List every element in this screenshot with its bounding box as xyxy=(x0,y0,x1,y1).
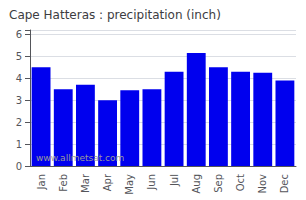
svg-text:Oct: Oct xyxy=(235,174,246,191)
svg-text:Jul: Jul xyxy=(169,174,180,187)
svg-text:Cape Hatteras : precipitation: Cape Hatteras : precipitation (inch) xyxy=(9,8,221,22)
svg-text:Dec: Dec xyxy=(279,174,290,193)
svg-text:6: 6 xyxy=(16,29,22,40)
svg-text:4: 4 xyxy=(16,73,22,84)
svg-text:5: 5 xyxy=(16,51,22,62)
svg-text:Feb: Feb xyxy=(58,174,69,192)
svg-text:www.allmetsat.com: www.allmetsat.com xyxy=(36,153,124,163)
svg-text:Jun: Jun xyxy=(146,174,157,191)
svg-text:Sep: Sep xyxy=(213,174,224,193)
svg-text:3: 3 xyxy=(16,95,22,106)
svg-text:Jan: Jan xyxy=(36,174,47,190)
svg-text:May: May xyxy=(124,174,135,195)
svg-text:1: 1 xyxy=(16,139,22,150)
svg-text:0: 0 xyxy=(16,161,22,172)
svg-text:Apr: Apr xyxy=(102,173,113,191)
svg-text:Aug: Aug xyxy=(191,174,202,194)
svg-text:Nov: Nov xyxy=(257,174,268,194)
svg-text:Mar: Mar xyxy=(80,173,91,193)
svg-text:2: 2 xyxy=(16,117,22,128)
